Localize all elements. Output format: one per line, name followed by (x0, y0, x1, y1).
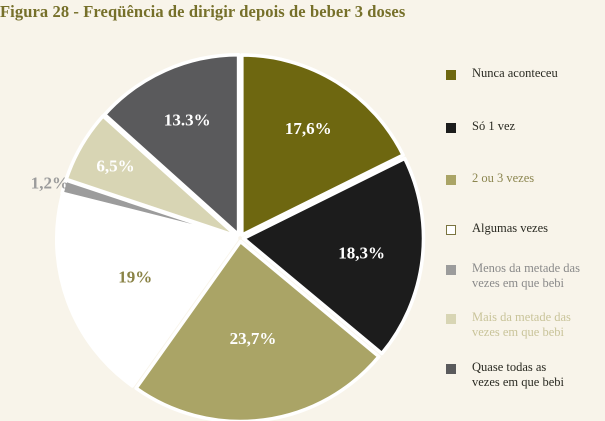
pie-slice-6 (64, 114, 239, 238)
legend-swatch (446, 175, 456, 185)
legend-swatch (446, 314, 456, 324)
pie-slice-label: 6,5% (96, 157, 134, 176)
pie-slice-label: 23,7% (230, 329, 277, 348)
pie-slice-7 (102, 53, 241, 237)
legend-swatch (446, 70, 456, 80)
legend-label: Menos da metade das vezes em que bebi (472, 261, 580, 290)
chart-title: Figura 28 - Freqüência de dirigir depois… (0, 2, 406, 21)
legend-swatch (446, 364, 456, 374)
pie-slice-label: 19% (118, 268, 152, 287)
pie-slice-label: 13.3% (164, 111, 211, 130)
legend-label: 2 ou 3 vezes (472, 171, 535, 185)
pie-slice-1 (240, 53, 405, 237)
legend-label: Só 1 vez (472, 119, 516, 133)
pie-slice-4 (54, 193, 239, 388)
legend-swatch (446, 265, 456, 275)
legend-label: Algumas vezes (472, 221, 549, 235)
pie-slice-label: 18,3% (338, 243, 385, 262)
legend-swatch (446, 123, 456, 133)
legend-label: Nunca aconteceu (472, 66, 558, 80)
legend-swatch (446, 225, 456, 235)
pie-slice-3 (134, 239, 381, 421)
pie-slice-label: 1,2% (31, 174, 69, 193)
legend-label: Mais da metade das vezes em que bebi (472, 310, 571, 339)
legend-label: Quase todas as vezes em que bebi (472, 360, 564, 389)
pie-slice-label: 17,6% (285, 119, 332, 138)
pie-slice-2 (241, 156, 426, 356)
